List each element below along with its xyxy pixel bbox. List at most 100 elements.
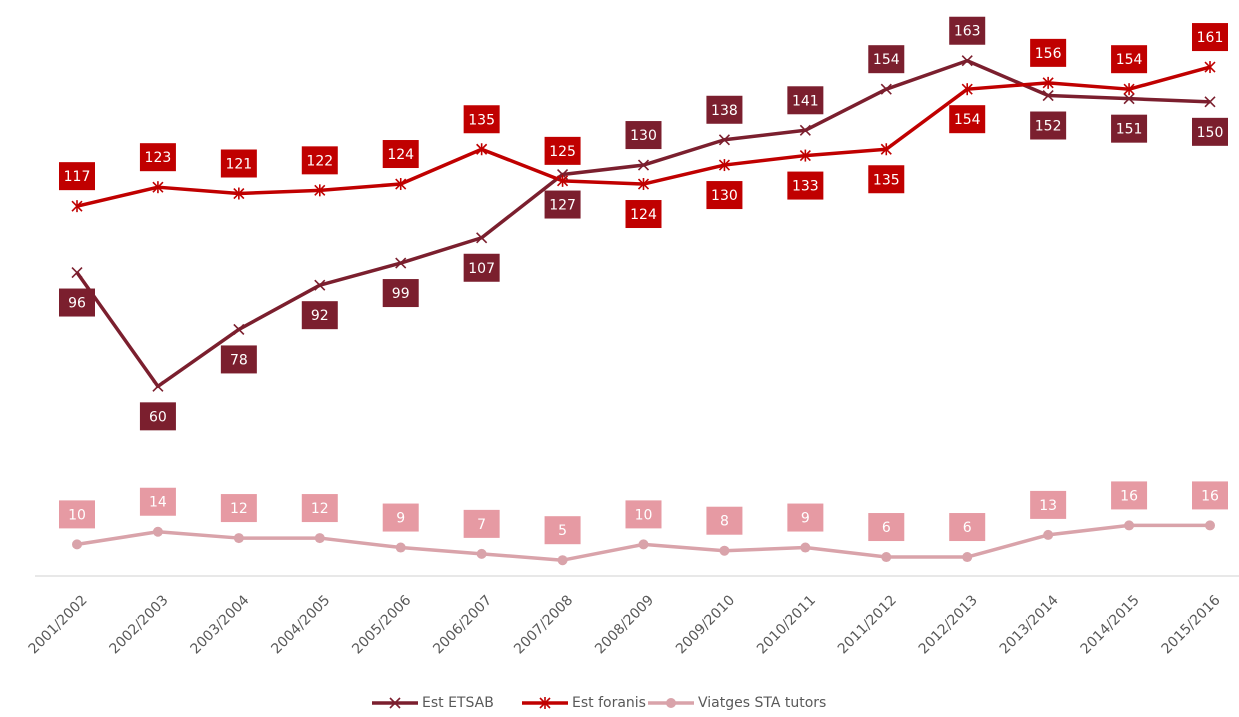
x-tick-label: 2013/2014	[997, 592, 1062, 657]
data-label-box	[382, 140, 419, 169]
marker	[1124, 520, 1135, 531]
data-label-box	[1192, 481, 1228, 510]
marker	[1042, 89, 1054, 102]
marker	[880, 83, 892, 95]
marker	[961, 55, 973, 67]
data-label-box	[139, 487, 176, 516]
marker-stroke	[314, 279, 326, 291]
marker	[719, 545, 730, 556]
data-label-box	[787, 503, 824, 532]
x-tick-label: 2007/2008	[511, 592, 576, 657]
data-label: 130	[711, 188, 738, 204]
marker	[233, 187, 245, 200]
data-label-box	[1030, 111, 1067, 140]
data-label: 133	[792, 179, 819, 195]
data-label-box	[949, 16, 986, 45]
data-label-box	[1111, 114, 1148, 143]
data-label-box	[868, 165, 905, 194]
data-label-box	[1111, 481, 1148, 510]
marker	[718, 159, 730, 172]
data-label-box	[544, 190, 581, 219]
x-tick-label: 2015/2016	[1159, 592, 1224, 657]
x-tick-label: 2012/2013	[916, 592, 981, 657]
data-label-box	[301, 494, 338, 523]
data-label-box	[787, 86, 824, 115]
marker	[1205, 520, 1215, 531]
marker	[1123, 93, 1135, 105]
marker-stroke	[233, 323, 245, 335]
marker	[314, 279, 326, 291]
marker	[314, 533, 325, 544]
marker	[314, 184, 326, 197]
data-label: 92	[311, 308, 329, 324]
data-label: 125	[549, 144, 576, 160]
data-label-box	[1192, 23, 1228, 52]
x-tick-label: 2003/2004	[187, 592, 252, 657]
data-label: 60	[149, 409, 167, 425]
x-tick-label: 2004/2005	[268, 592, 333, 657]
marker	[152, 526, 163, 537]
marker	[71, 200, 83, 213]
data-label: 124	[630, 207, 657, 223]
x-tick-label: 2014/2015	[1078, 592, 1143, 657]
data-label-box	[1030, 490, 1067, 519]
data-label: 127	[549, 198, 576, 214]
marker-stroke	[1204, 96, 1216, 108]
data-label-box	[59, 500, 95, 529]
data-label-box	[625, 121, 662, 150]
data-label: 10	[68, 507, 86, 523]
data-label: 12	[311, 501, 329, 517]
marker	[962, 552, 973, 563]
data-label-box	[463, 105, 500, 134]
data-label: 156	[1035, 46, 1062, 62]
data-label-box	[59, 162, 95, 191]
marker	[1042, 76, 1054, 89]
data-label: 107	[468, 261, 495, 277]
data-label-box	[868, 45, 905, 74]
data-label: 161	[1197, 30, 1224, 46]
data-label: 135	[468, 112, 495, 128]
data-label: 122	[306, 153, 333, 169]
data-label: 9	[801, 511, 810, 527]
data-label-box	[59, 288, 95, 317]
legend-label: Viatges STA tutors	[698, 695, 826, 711]
data-label-box	[463, 509, 500, 538]
x-tick-label: 2008/2009	[592, 592, 657, 657]
data-label: 117	[64, 169, 91, 185]
marker-stroke	[637, 159, 650, 171]
data-label-box	[949, 513, 986, 542]
data-label-box	[787, 171, 824, 200]
legend-label: Est ETSAB	[422, 695, 494, 711]
data-label-box	[544, 516, 581, 545]
data-label: 10	[635, 507, 653, 523]
marker	[1043, 529, 1054, 540]
data-label-box	[220, 494, 257, 523]
x-tick-label: 2002/2003	[107, 592, 172, 657]
data-label-box	[463, 253, 500, 282]
marker	[1204, 61, 1216, 74]
x-tick-label: 2010/2011	[754, 592, 819, 657]
marker	[476, 143, 488, 156]
data-label-box	[625, 200, 662, 229]
data-label-box	[139, 402, 176, 431]
data-label-box	[382, 279, 419, 308]
data-label: 130	[630, 128, 657, 144]
data-label-box	[220, 149, 257, 178]
marker-stroke	[395, 257, 407, 269]
data-label-box	[625, 500, 662, 529]
data-label-box	[220, 345, 257, 374]
data-label: 5	[558, 523, 567, 539]
marker	[557, 174, 569, 187]
marker	[389, 697, 401, 709]
data-label: 6	[963, 520, 972, 536]
data-label: 163	[954, 24, 981, 40]
marker-stroke	[71, 266, 83, 279]
data-label: 154	[954, 112, 981, 128]
data-label: 12	[230, 501, 248, 517]
marker	[881, 552, 892, 563]
marker-stroke	[389, 697, 401, 709]
x-tick-label: 2005/2006	[349, 592, 414, 657]
marker	[638, 539, 649, 550]
data-label: 152	[1035, 119, 1062, 135]
